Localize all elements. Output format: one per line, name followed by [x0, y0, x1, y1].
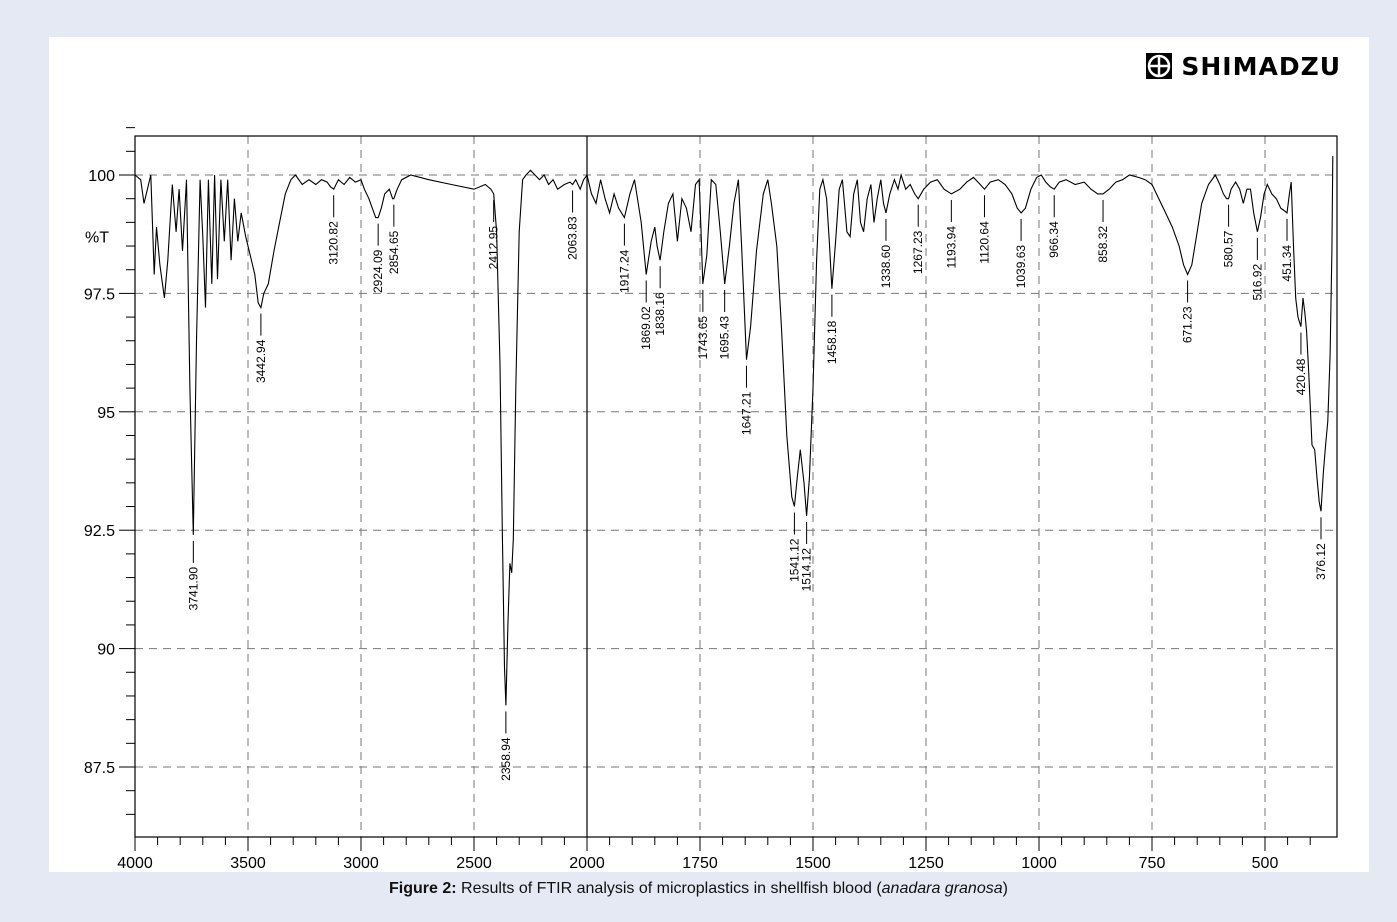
spectrum-line: [134, 156, 1334, 706]
caption-species: anadara granosa: [881, 880, 1003, 897]
figure-caption: Figure 2: Results of FTIR analysis of mi…: [0, 880, 1397, 898]
peak-label: 2924.09: [371, 249, 385, 293]
peak-label: 1743.65: [696, 316, 710, 360]
y-tick-label: 87.5: [84, 760, 115, 777]
peak-label: 1458.18: [825, 320, 839, 364]
y-tick-label: 95: [97, 405, 115, 422]
x-tick-label: 2000: [569, 855, 605, 872]
y-tick-label: 90: [97, 642, 115, 659]
shimadzu-logo: SHIMADZU: [1145, 51, 1341, 81]
peak-label: 1917.24: [617, 249, 631, 293]
peak-label: 1120.64: [977, 221, 991, 264]
y-axis-label: %T: [85, 230, 109, 247]
peak-label: 3442.94: [254, 339, 268, 383]
y-tick-label: 100: [88, 168, 115, 185]
peak-label: 1338.60: [879, 245, 893, 289]
peak-label: 2063.83: [566, 216, 580, 260]
peak-label: 376.12: [1314, 543, 1328, 580]
plot-frame: [134, 135, 1338, 838]
peak-label: 1514.12: [800, 548, 814, 592]
x-tick-label: 1000: [1021, 855, 1057, 872]
shimadzu-circle-cross-icon: [1146, 53, 1173, 79]
x-tick-label: 3000: [343, 855, 379, 872]
peak-label: 3120.82: [327, 221, 341, 265]
peak-label: 3741.90: [186, 567, 200, 611]
peak-label: 966.34: [1047, 221, 1061, 258]
brand-name: SHIMADZU: [1181, 51, 1341, 81]
peak-label: 1838.16: [653, 292, 667, 336]
x-tick-label: 1500: [795, 855, 831, 872]
x-tick-label: 500: [1252, 855, 1279, 872]
peak-label: 451.34: [1280, 245, 1294, 282]
peak-label: 2854.65: [387, 230, 401, 274]
peak-label: 1869.02: [639, 306, 653, 350]
x-tick-label: 3500: [230, 855, 266, 872]
x-tick-label: 750: [1139, 855, 1166, 872]
caption-text-end: ): [1002, 880, 1008, 897]
peak-label: 2358.94: [499, 737, 513, 781]
caption-label: Figure 2:: [389, 880, 457, 897]
peak-label: 1695.43: [718, 316, 732, 360]
peak-label: 1647.21: [739, 391, 753, 435]
peak-label: 2412.95: [487, 226, 501, 270]
peak-label: 1193.94: [944, 226, 958, 269]
peak-label: 858.32: [1096, 226, 1110, 263]
peak-label: 1267.23: [911, 230, 925, 274]
peak-label: 516.92: [1250, 264, 1264, 301]
peak-label: 671.23: [1181, 306, 1195, 343]
peak-label: 420.48: [1294, 358, 1308, 395]
peak-label: 1039.63: [1014, 245, 1028, 289]
peak-label: 580.57: [1222, 230, 1236, 267]
caption-text: Results of FTIR analysis of microplastic…: [461, 880, 882, 897]
figure-panel: SHIMADZU 100 97.5 95 92.5 90 87.5 %T 4000 3500 30…: [49, 37, 1369, 872]
peak-label: 1541.12: [787, 538, 801, 582]
y-tick-label: 97.5: [84, 286, 115, 303]
ftir-spectrum-chart: 100 97.5 95 92.5 90 87.5 %T 4000 3500 3000 2500 200…: [84, 127, 1338, 872]
x-tick-label: 1750: [682, 855, 718, 872]
y-tick-label: 92.5: [84, 523, 115, 540]
x-tick-label: 1250: [908, 855, 944, 872]
x-tick-label: 4000: [117, 855, 153, 872]
x-tick-label: 2500: [456, 855, 492, 872]
